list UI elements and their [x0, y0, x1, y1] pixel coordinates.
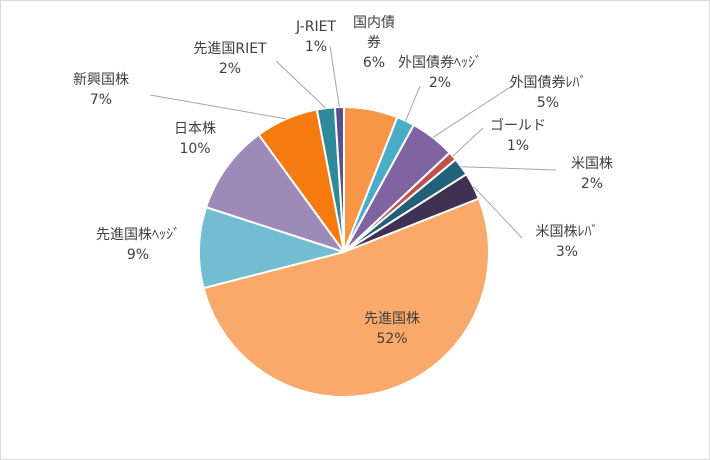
slice-name-label-6: 米国株ﾚﾊﾞ: [536, 224, 599, 240]
leader-line-6: [472, 185, 523, 239]
slice-value-label-5: 2%: [581, 176, 603, 192]
pie-slice-9: [205, 133, 345, 253]
leader-line-11: [275, 60, 327, 109]
pie-slice-7: [202, 197, 490, 398]
slice-name-label-7: 先進国株: [364, 311, 420, 327]
slice-name-label-12: J-RIET: [295, 19, 336, 35]
slice-value-label-6: 3%: [556, 244, 578, 260]
leader-line-2: [405, 85, 421, 121]
slice-value-label-8: 9%: [127, 247, 149, 263]
slice-value-label-9: 10%: [179, 141, 210, 157]
leader-line-10: [149, 94, 287, 120]
slice-name-label-5: 米国株: [571, 156, 613, 172]
slice-name-label-9: 日本株: [174, 121, 216, 137]
slice-value-label-11: 2%: [219, 61, 241, 77]
slice-value-label-4: 1%: [507, 138, 529, 154]
slice-value-label-12: 1%: [305, 39, 327, 55]
slice-name-label-4: ゴールド: [490, 117, 546, 134]
slice-name-label-8: 先進国株ﾍｯｼﾞ: [96, 227, 180, 243]
slice-name-label-1: 国内債: [353, 15, 395, 31]
slice-value-label-3: 5%: [537, 95, 559, 111]
leader-line-3: [432, 85, 513, 138]
leader-lines: [149, 45, 557, 239]
leader-line-5: [461, 166, 557, 171]
slice-name-label-3: 外国債券ﾚﾊﾞ: [510, 75, 587, 91]
slice-name-label-10: 新興国株: [73, 72, 129, 88]
slice-value-label-7: 52%: [376, 331, 407, 347]
slice-value-label-2: 2%: [429, 75, 451, 91]
slice-name-label-11: 先進国RIET: [193, 41, 267, 57]
slice-value-label-1: 6%: [363, 55, 385, 71]
leader-line-12: [329, 45, 340, 108]
leader-line-4: [452, 127, 484, 157]
slice-value-label-10: 7%: [90, 92, 112, 108]
pie-slices: [198, 106, 490, 398]
slice-name-label-2: 外国債券ﾍｯｼﾞ: [398, 55, 482, 71]
pie-slice-8: [198, 206, 345, 290]
slice-name-label-1: 券: [367, 35, 381, 51]
